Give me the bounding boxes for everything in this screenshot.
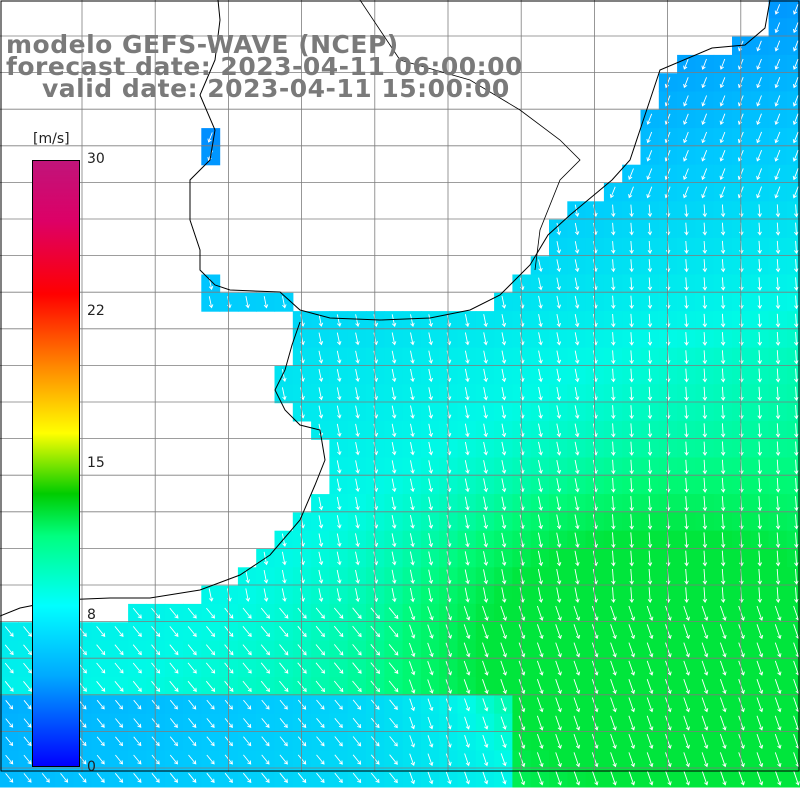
valid-date: valid date: 2023-04-11 15:00:00 [42, 74, 510, 103]
colorbar-tick: 8 [87, 607, 96, 623]
colorbar-tick: 0 [87, 759, 96, 775]
model-title: modelo GEFS-WAVE (NCEP) [6, 30, 399, 59]
colorbar [32, 160, 80, 767]
colorbar-unit: [m/s] [33, 131, 70, 147]
colorbar-tick: 15 [87, 455, 105, 471]
colorbar-tick: 30 [87, 151, 105, 167]
forecast-date: forecast date: 2023-04-11 06:00:00 [6, 52, 523, 81]
map-border [0, 0, 800, 772]
coastline [0, 0, 771, 617]
colorbar-tick: 22 [87, 303, 105, 319]
map-grid [0, 0, 800, 772]
